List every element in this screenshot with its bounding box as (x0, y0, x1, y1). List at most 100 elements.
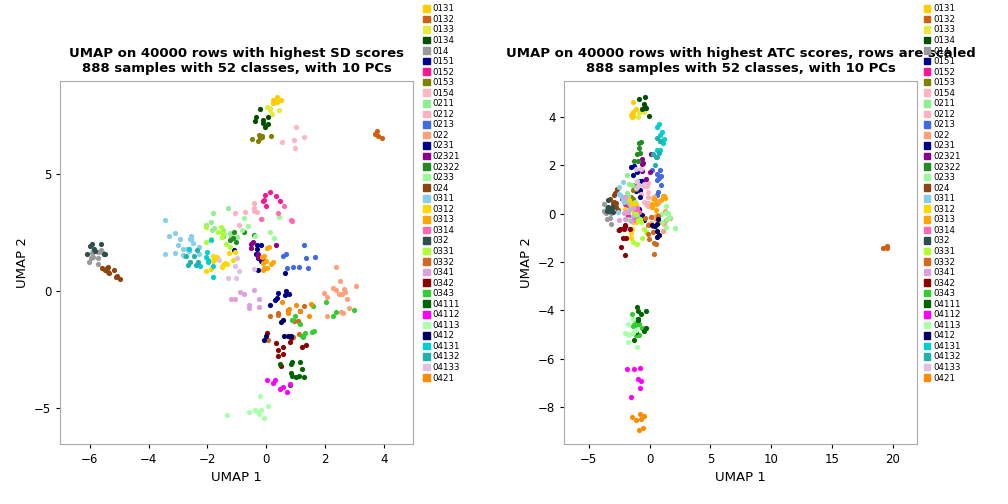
Point (272, 385, 288, 393)
Point (276, 332, 292, 340)
Point (278, 264, 294, 272)
Point (101, 269, 117, 277)
Point (625, 98, 641, 106)
Point (288, 301, 304, 309)
Point (640, 193, 656, 201)
Point (625, 316, 641, 324)
Point (261, 106, 277, 114)
Point (624, 181, 640, 189)
Point (628, 213, 644, 221)
Point (108, 273, 124, 281)
Point (85, 253, 101, 261)
Point (266, 98, 282, 106)
Point (296, 133, 312, 141)
Point (662, 214, 678, 222)
Point (260, 113, 276, 121)
Point (652, 137, 668, 145)
Point (633, 309, 649, 318)
Point (623, 393, 639, 401)
Point (628, 218, 644, 226)
Point (608, 203, 624, 211)
Point (182, 258, 199, 266)
Point (646, 213, 662, 221)
Point (228, 274, 244, 282)
Point (329, 286, 345, 294)
Point (267, 376, 283, 384)
Point (661, 213, 677, 221)
Point (604, 204, 620, 212)
Point (220, 204, 236, 212)
Point (618, 208, 634, 216)
Point (617, 221, 633, 229)
Point (223, 232, 239, 240)
Point (253, 257, 269, 265)
Point (236, 228, 252, 236)
Point (205, 273, 221, 281)
Point (631, 321, 647, 329)
Point (645, 228, 661, 236)
Point (260, 120, 276, 128)
Point (305, 302, 322, 310)
Point (216, 230, 232, 238)
Point (666, 224, 682, 232)
Point (269, 98, 285, 106)
Point (632, 149, 648, 157)
Point (294, 343, 310, 351)
Point (636, 328, 652, 336)
Point (231, 221, 247, 229)
Point (619, 201, 635, 209)
Point (265, 99, 281, 107)
Point (636, 225, 652, 233)
Point (644, 201, 660, 209)
Point (183, 235, 200, 243)
Point (275, 316, 291, 324)
Point (84, 249, 100, 258)
Point (280, 332, 296, 340)
Point (306, 327, 323, 335)
Point (603, 220, 619, 228)
Point (610, 208, 626, 216)
Point (272, 360, 288, 368)
Point (649, 227, 665, 235)
Point (619, 171, 635, 179)
Point (277, 287, 293, 295)
Point (648, 240, 664, 248)
Point (175, 252, 192, 260)
Point (291, 358, 307, 366)
Point (247, 117, 263, 125)
Point (657, 207, 673, 215)
Point (326, 312, 342, 320)
Point (604, 204, 620, 212)
Point (620, 330, 636, 338)
Point (299, 264, 316, 272)
Point (286, 136, 302, 144)
Point (647, 161, 663, 169)
Point (93, 239, 109, 247)
Point (638, 324, 654, 332)
Point (652, 196, 668, 204)
Point (642, 168, 658, 176)
Point (257, 332, 273, 340)
Point (335, 309, 351, 317)
Point (296, 329, 312, 337)
Point (621, 199, 637, 207)
Point (287, 144, 303, 152)
Point (367, 130, 383, 138)
Point (205, 258, 221, 266)
Point (616, 198, 632, 206)
Point (283, 217, 299, 225)
Point (249, 241, 265, 249)
Point (237, 214, 253, 222)
Point (648, 200, 664, 208)
Point (255, 257, 271, 265)
Point (206, 224, 222, 232)
Point (631, 331, 647, 339)
Point (175, 244, 192, 253)
Point (637, 93, 653, 101)
Point (297, 341, 313, 349)
Point (629, 212, 645, 220)
Point (296, 241, 312, 249)
Point (270, 309, 286, 317)
Point (248, 113, 264, 121)
Point (241, 301, 257, 309)
